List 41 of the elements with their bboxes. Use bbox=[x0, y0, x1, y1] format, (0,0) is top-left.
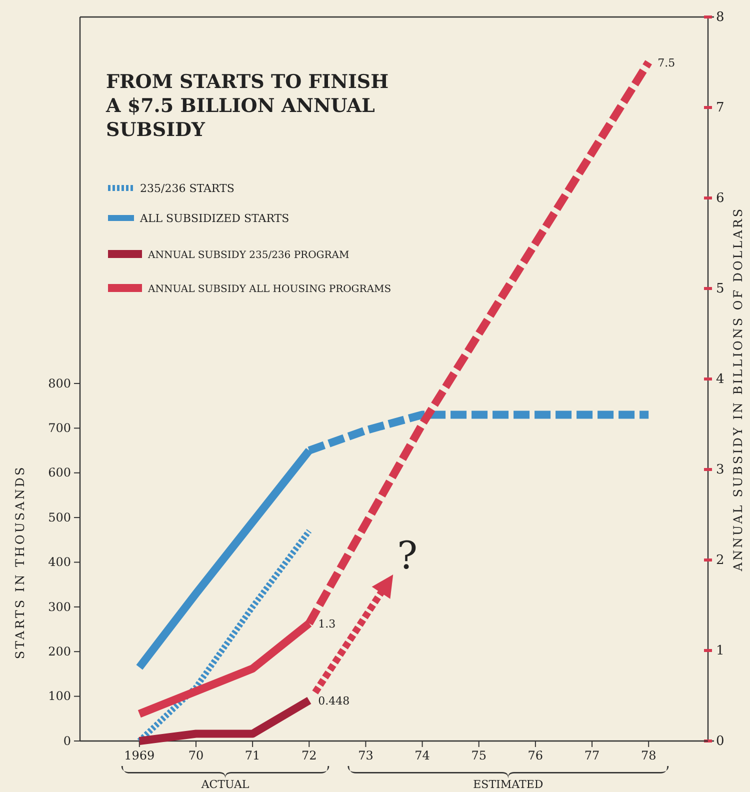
legend-label: ANNUAL SUBSIDY 235/236 PROGRAM bbox=[147, 250, 350, 261]
y-tick-label: 0 bbox=[63, 734, 71, 748]
x-tick-label: 78 bbox=[640, 748, 656, 763]
x-tick-label: 77 bbox=[584, 748, 600, 763]
text: ESTIMATED bbox=[473, 778, 544, 791]
y-tick-label: 600 bbox=[48, 466, 71, 480]
y2-tick-label: 1 bbox=[716, 644, 724, 659]
legend-label: ALL SUBSIDIZED STARTS bbox=[139, 212, 290, 225]
y2-tick-label: 2 bbox=[716, 553, 724, 568]
y2-tick-label: 5 bbox=[716, 282, 724, 297]
x-tick-label: 76 bbox=[528, 748, 544, 763]
y-tick-label: 800 bbox=[48, 376, 71, 390]
annotation: ? bbox=[397, 533, 418, 578]
y-axis-title: STARTS IN THOUSANDS bbox=[13, 465, 27, 660]
y-tick-label: 100 bbox=[48, 689, 71, 704]
text: FROM STARTS TO FINISH A $7.5 BILLION ANNUAL SUBSIDY bbox=[105, 71, 389, 141]
x-tick-label: 1969 bbox=[124, 748, 155, 763]
y-tick-label: 500 bbox=[48, 510, 71, 524]
y2-axis-title: ANNUAL SUBSIDY IN BILLIONS OF DOLLARS bbox=[731, 206, 745, 572]
y2-tick-label: 4 bbox=[716, 372, 724, 388]
x-tick-label: 73 bbox=[358, 748, 374, 763]
legend-label: ANNUAL SUBSIDY ALL HOUSING PROGRAMS bbox=[147, 284, 392, 295]
y2-tick-label: 6 bbox=[716, 191, 724, 206]
data-label: 1.3 bbox=[318, 617, 336, 630]
text: ACTUAL bbox=[200, 778, 250, 791]
y2-tick-label: 8 bbox=[716, 10, 724, 26]
y-tick-label: 200 bbox=[48, 644, 71, 658]
x-tick-label: 74 bbox=[414, 748, 430, 763]
x-tick-label: 72 bbox=[301, 748, 317, 763]
data-label: 7.5 bbox=[658, 56, 676, 70]
data-label: 0.448 bbox=[318, 694, 350, 708]
x-tick-label: 75 bbox=[471, 748, 487, 763]
y2-tick-label: 7 bbox=[716, 100, 724, 116]
x-tick-label: 70 bbox=[188, 748, 204, 763]
x-tick-label: 71 bbox=[244, 748, 260, 763]
y-tick-label: 700 bbox=[48, 421, 71, 435]
y-tick-label: 400 bbox=[48, 555, 71, 570]
legend-label: 235/236 STARTS bbox=[140, 182, 234, 195]
y-tick-label: 300 bbox=[48, 600, 71, 614]
y2-tick-label: 0 bbox=[716, 734, 724, 750]
y2-tick-label: 3 bbox=[716, 462, 724, 478]
